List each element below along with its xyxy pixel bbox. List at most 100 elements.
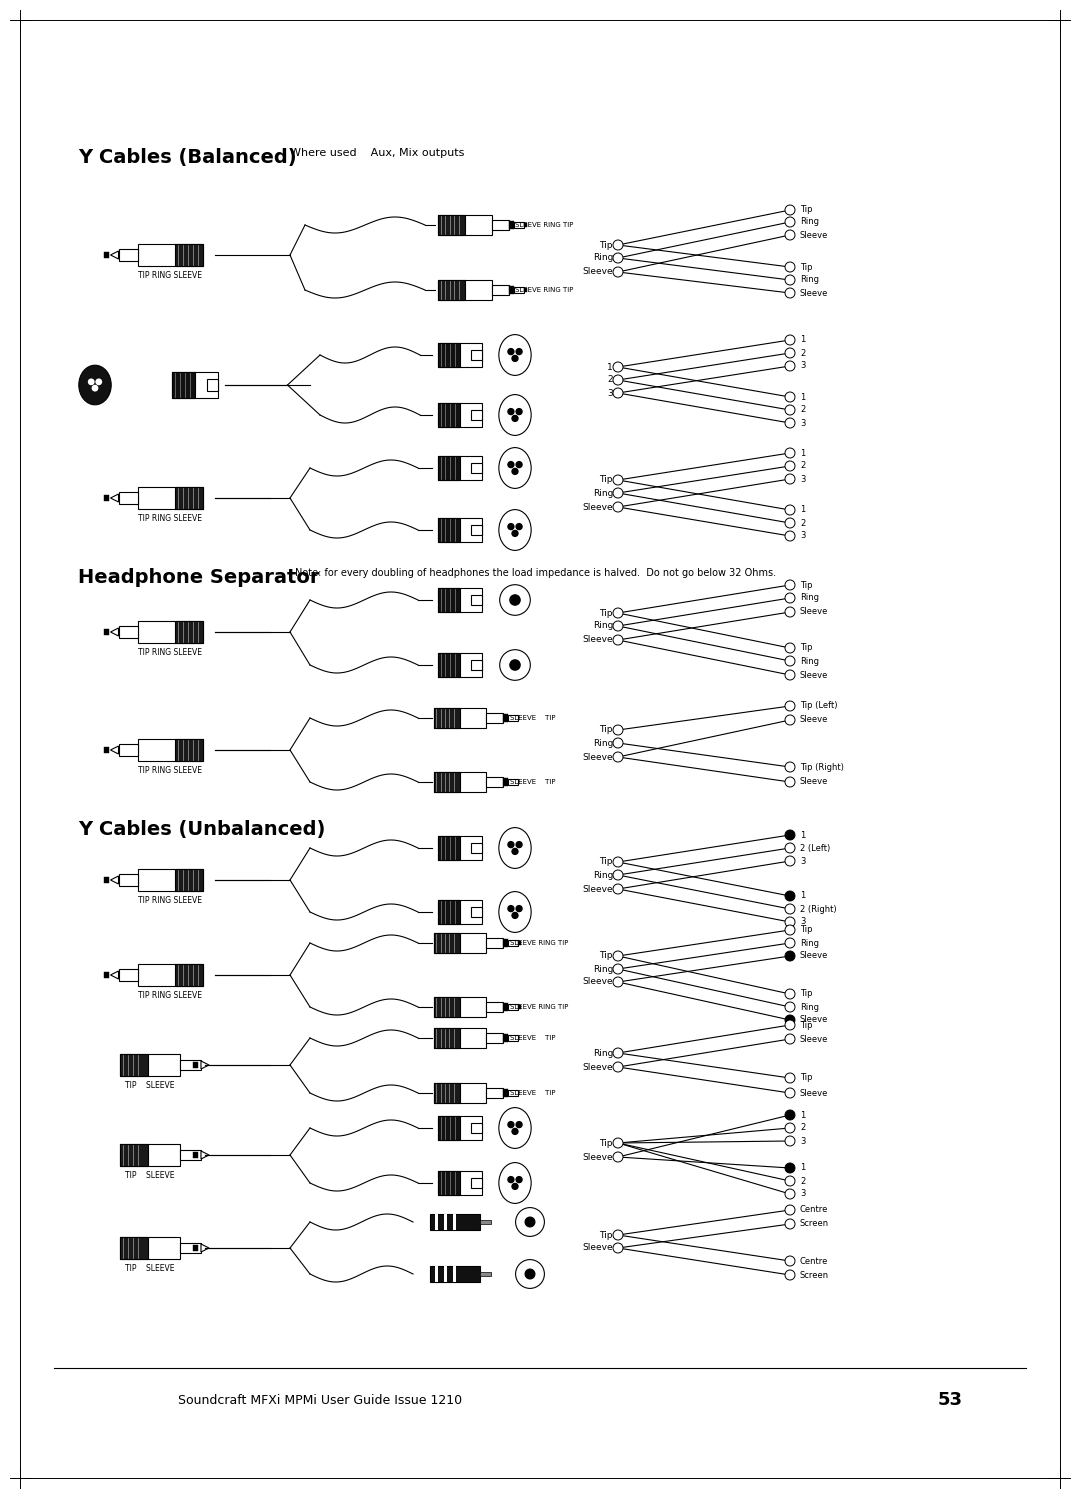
Text: Sleeve: Sleeve [800,951,828,960]
Circle shape [613,253,623,264]
Circle shape [613,884,623,894]
Bar [438,455,482,481]
Bar [119,626,137,638]
Text: Ring: Ring [800,656,819,665]
Circle shape [785,288,795,298]
Bar [438,403,482,427]
Circle shape [785,530,795,541]
Circle shape [613,488,623,497]
Bar [438,653,482,677]
Circle shape [785,917,795,927]
Bar [472,906,482,917]
Text: Screen: Screen [800,1270,829,1279]
Circle shape [785,1189,795,1198]
Text: Sleeve: Sleeve [800,1016,828,1025]
Circle shape [516,906,522,912]
Bar [472,463,482,473]
Circle shape [613,1152,623,1162]
Text: Tip: Tip [800,262,812,271]
Bar [104,876,108,882]
Text: Sleeve: Sleeve [582,635,613,644]
Circle shape [785,392,795,401]
Circle shape [613,502,623,512]
Bar [119,873,137,885]
Circle shape [785,1002,795,1013]
Text: TIP    SLEEVE: TIP SLEEVE [125,1264,175,1273]
Bar [503,715,508,722]
Text: 1: 1 [800,505,806,514]
Bar [433,998,460,1017]
Bar [430,1213,480,1230]
Bar [137,739,203,761]
Bar [438,1170,460,1195]
Text: Sleeve: Sleeve [582,502,613,511]
Ellipse shape [499,891,531,932]
Circle shape [613,725,623,736]
Bar [492,220,509,231]
Circle shape [613,1049,623,1058]
Text: Ring: Ring [593,965,613,974]
Text: 3: 3 [800,361,806,370]
Circle shape [785,891,795,900]
Text: Ring: Ring [593,739,613,748]
Circle shape [785,777,795,786]
Text: Sleeve: Sleeve [582,1152,613,1161]
Bar [438,518,460,542]
Bar [433,773,486,791]
Ellipse shape [499,394,531,436]
Circle shape [525,1218,535,1227]
Text: Sleeve: Sleeve [800,608,828,617]
Text: 3: 3 [800,418,806,427]
Text: Sleeve: Sleeve [800,289,828,298]
Bar [104,629,108,635]
Bar [435,1266,438,1282]
Circle shape [613,267,623,277]
Text: 2: 2 [800,461,806,470]
Bar [175,487,203,509]
Bar [472,659,482,670]
Text: TIP RING SLEEVE: TIP RING SLEEVE [138,514,202,523]
Text: 1: 1 [800,448,806,457]
Circle shape [785,217,795,228]
Text: 2: 2 [800,1124,806,1132]
Circle shape [613,374,623,385]
Text: Screen: Screen [800,1219,829,1228]
Text: Tip (Left): Tip (Left) [800,701,837,710]
Text: 3: 3 [800,1189,806,1198]
Text: Ring: Ring [593,622,613,631]
Circle shape [785,418,795,428]
Text: SLEEVE RING TIP: SLEEVE RING TIP [510,941,568,947]
Circle shape [508,461,514,467]
Circle shape [89,379,94,385]
Text: Y Cables (Balanced): Y Cables (Balanced) [78,148,297,166]
Text: TIP RING SLEEVE: TIP RING SLEEVE [138,649,202,658]
Bar [175,869,203,891]
Circle shape [785,1020,795,1031]
Bar [438,1116,460,1140]
Text: Soundcraft MFXi MPMi User Guide Issue 1210: Soundcraft MFXi MPMi User Guide Issue 12… [178,1393,462,1407]
Text: 1: 1 [800,336,806,345]
Bar [514,288,524,292]
Text: Centre: Centre [800,1206,828,1215]
Bar [438,216,492,235]
Text: Tip: Tip [599,951,613,960]
Bar [472,349,482,361]
Bar [120,1144,148,1165]
Text: SLEEVE    TIP: SLEEVE TIP [510,715,555,721]
Circle shape [516,524,522,530]
Bar [508,1091,517,1095]
Circle shape [785,903,795,914]
Text: 53: 53 [937,1392,962,1410]
Text: 3: 3 [800,1137,806,1146]
Polygon shape [110,252,119,259]
Bar [486,713,503,724]
Text: Tip: Tip [599,475,613,484]
Bar [509,286,514,294]
Text: SLEEVE    TIP: SLEEVE TIP [510,779,555,785]
Circle shape [508,409,514,415]
Bar [453,1213,457,1230]
Text: Tip: Tip [599,1230,613,1239]
Bar [193,1245,198,1251]
Bar [137,244,203,267]
Ellipse shape [79,366,111,404]
